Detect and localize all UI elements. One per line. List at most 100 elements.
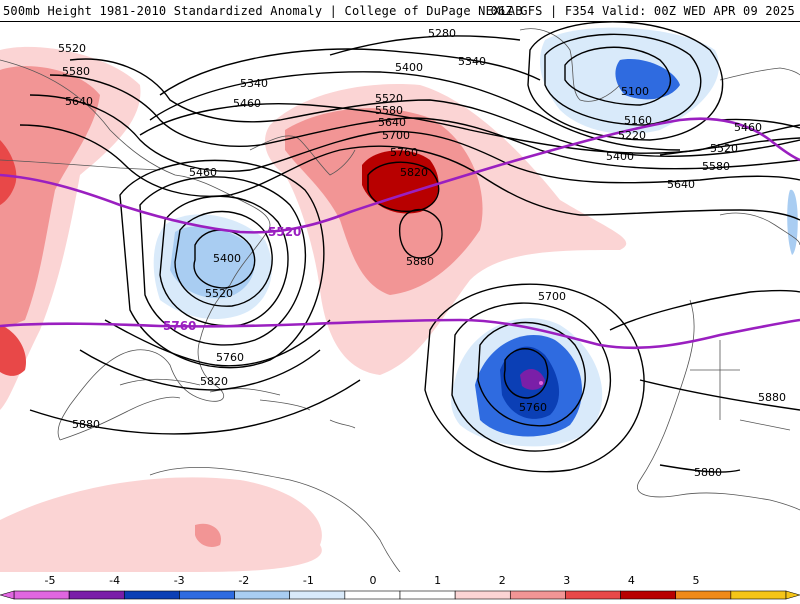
colorbar-tick-label: -5	[44, 574, 56, 587]
contour-low-5520	[159, 195, 289, 327]
contour-low-5580	[139, 176, 307, 346]
contour-5880-africa	[639, 379, 800, 411]
colorbar-tick-label: 2	[498, 574, 506, 587]
contour-5340-a	[159, 48, 541, 96]
anomaly-west-pos3	[0, 140, 17, 205]
highlight-label-5520: 5520	[268, 225, 301, 239]
height-label: 5460	[233, 97, 261, 110]
height-label: 5640	[65, 95, 93, 108]
height-label: 5520	[58, 42, 86, 55]
border-africa-internal	[690, 340, 791, 431]
height-contours	[19, 22, 800, 473]
colorbar-swatch	[730, 590, 787, 600]
map-title: 500mb Height 1981-2010 Standardized Anom…	[3, 4, 523, 18]
colorbar-left-arrow	[0, 590, 15, 600]
contour-greenland-5220	[527, 22, 724, 141]
colorbar-swatch	[234, 590, 291, 600]
contour-5760-purple	[0, 318, 800, 350]
contour-low-5640	[119, 159, 325, 369]
anomaly-west-pos4	[0, 325, 26, 376]
height-label: 5520	[205, 287, 233, 300]
height-label: 5220	[618, 129, 646, 142]
colorbar-tick-label: 4	[627, 574, 635, 587]
coast-gulf-mexico	[59, 396, 181, 441]
height-label: 5340	[240, 77, 268, 90]
coast-europe	[719, 67, 800, 81]
coast-africa	[637, 299, 800, 511]
colorbar-swatch	[675, 590, 732, 600]
contour-5460-a	[139, 103, 800, 154]
height-label: 5400	[606, 150, 634, 163]
contour-high-5880	[398, 208, 443, 259]
contour-low-5460	[174, 210, 273, 307]
contour-atl-5700	[477, 321, 586, 427]
height-label: 5640	[667, 178, 695, 191]
contour-5460-east	[719, 118, 800, 129]
colorbar-tick-label: -4	[109, 574, 121, 587]
colorbar-tick-label: 1	[434, 574, 442, 587]
height-label: 5760	[519, 401, 547, 414]
height-label: 5820	[400, 166, 428, 179]
contour-atl-5580	[424, 283, 645, 473]
colorbar-swatch	[620, 590, 677, 600]
colorbar-tick-label: -3	[173, 574, 185, 587]
height-label: 5340	[458, 55, 486, 68]
contour-5880-africa-low	[659, 464, 741, 473]
contour-5520-north	[69, 58, 800, 157]
colorbar-tick-label: 5	[692, 574, 700, 587]
height-label: 5820	[200, 375, 228, 388]
coast-south-america	[149, 466, 401, 572]
height-label: 5760	[390, 146, 418, 159]
contour-atl-5640	[451, 302, 611, 452]
highlight-contours	[0, 117, 800, 350]
anomaly-greenland-neg2	[615, 59, 680, 100]
coast-greenland	[519, 28, 621, 102]
contour-greenland-5160	[544, 33, 702, 126]
colorbar-swatch	[454, 590, 511, 600]
border-usa-canada	[0, 159, 161, 171]
height-label: 5460	[734, 121, 762, 134]
height-label: 5460	[189, 166, 217, 179]
anomaly-west-pos2	[0, 66, 100, 330]
colorbar-tick-label: -2	[238, 574, 250, 587]
height-label: 5700	[538, 290, 566, 303]
height-label: 5880	[72, 418, 100, 431]
coast-iberia	[719, 212, 800, 246]
contour-high-5820	[367, 161, 440, 212]
anomaly-colorbar: -5 -4 -3 -2 -1 0 1 2 3 4 5	[0, 572, 800, 600]
height-label: 5640	[378, 116, 406, 129]
anomaly-southamerica-pos	[0, 477, 322, 572]
contour-5280	[329, 35, 521, 56]
contour-atl-5520-outer	[609, 289, 800, 331]
height-label: 5880	[758, 391, 786, 404]
colorbar-tick-label: 0	[369, 574, 377, 587]
colorbar-swatch	[565, 590, 621, 600]
colorbar-tick-label: 3	[563, 574, 571, 587]
height-label: 5700	[382, 129, 410, 142]
height-label: 5280	[428, 27, 456, 40]
contour-5400-east	[659, 137, 800, 156]
height-label: 5520	[375, 92, 403, 105]
anomaly-atlantic-min	[539, 381, 543, 385]
height-label: 5580	[375, 104, 403, 117]
anomaly-east-neg	[787, 189, 798, 255]
height-label: 5100	[621, 85, 649, 98]
contour-5760-sw	[104, 319, 331, 367]
height-label: 5400	[395, 61, 423, 74]
contour-5520-purple	[0, 117, 800, 234]
height-label: 5580	[702, 160, 730, 173]
colorbar-swatch	[123, 590, 180, 600]
colorbar-swatch	[509, 590, 566, 600]
colorbar-tick-label: -1	[302, 574, 314, 587]
contour-5700	[19, 124, 800, 221]
contour-greenland-5100	[564, 46, 671, 106]
height-label: 5880	[694, 466, 722, 479]
colorbar-swatch	[13, 590, 70, 600]
contour-5640	[29, 94, 800, 184]
height-labels: 5520 5580 5640 5460 5340 5280 5400 5340 …	[58, 27, 786, 479]
colorbar-swatch	[179, 590, 235, 600]
anomaly-atlantic-neg4	[520, 368, 545, 390]
anomaly-centralamerica-pos	[195, 523, 221, 547]
anomaly-greatlakes-neg2	[170, 226, 255, 299]
colorbar-swatch	[344, 590, 401, 600]
